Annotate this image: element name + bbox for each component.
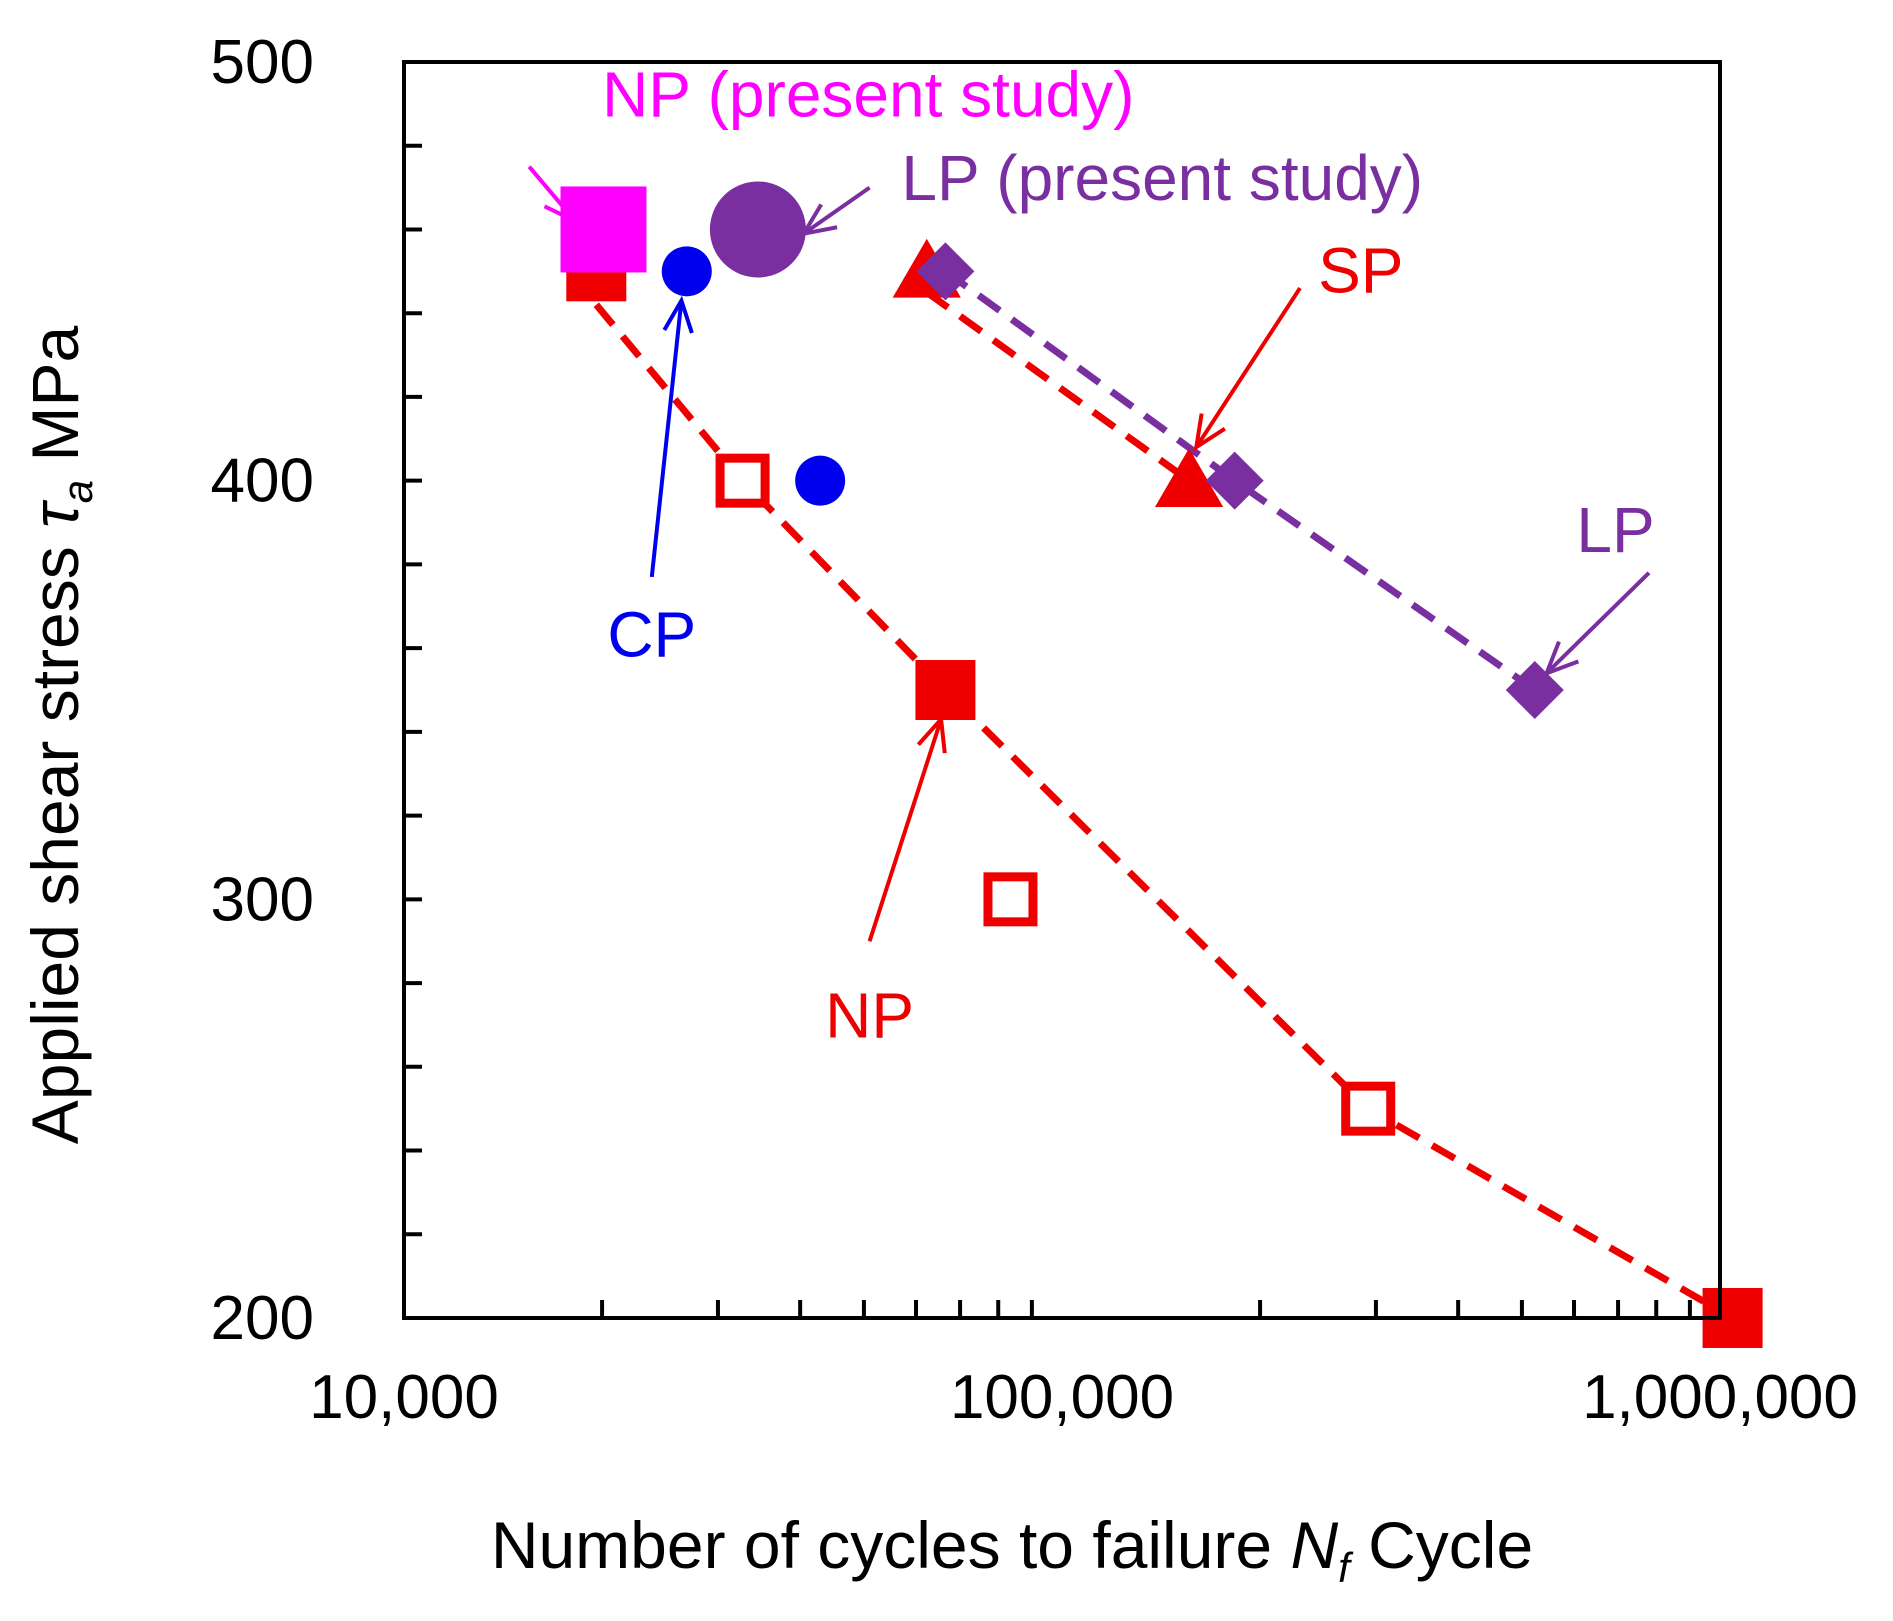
marker-np [915,660,976,720]
x-axis-title-text: Number of cycles to failure [491,1508,1291,1582]
annotation-arrows [527,165,1651,942]
marker-np-open [715,453,770,508]
x-minor-ticks [600,1300,1692,1318]
y-tick-labels: 200 300 400 500 [211,28,314,1353]
x-axis-title-symbol: N [1290,1508,1338,1582]
annotation-label: NP (present study) [602,58,1134,130]
trend-lines [593,268,1735,1322]
annotation-label: NP [825,979,914,1051]
data-markers [560,181,1763,1348]
annotation-arrow-line [527,165,577,223]
x-tick-labels: 10,000 100,000 1,000,000 [309,1363,1858,1432]
marker-np-open [983,872,1038,927]
annotation-label: CP [607,599,696,671]
marker-cp [795,455,846,506]
y-axis-title-subscript: a [54,480,101,503]
y-tick-label: 200 [211,1284,314,1353]
annotation-arrow-head [662,295,694,334]
x-tick-label: 10,000 [309,1363,499,1432]
annotation-label: LP [1576,494,1654,566]
annotation-label: LP (present study) [901,142,1423,214]
annotation-arrow-line [649,300,684,578]
y-tick-label: 500 [211,28,314,97]
annotation-arrow-line [1194,286,1302,449]
marker-np-present-study [560,186,647,273]
marker-lp [1505,661,1564,719]
x-tick-label: 100,000 [950,1363,1174,1432]
marker-cp [661,246,712,297]
y-axis-title-symbol: τ [18,499,92,528]
marker-sp [1154,448,1224,508]
annotations: NP (present study) LP (present study) SP LP… [602,58,1655,1051]
annotation-arrow-line [802,185,871,236]
trend-line [593,302,1735,1322]
annotation-label: SP [1318,234,1403,306]
x-axis-title-suffix: Cycle [1350,1508,1533,1582]
y-tick-label: 400 [211,447,314,516]
marker-lp-present-study [709,181,806,278]
annotation-arrow-head [916,714,947,754]
annotation-arrow-line [1545,571,1651,675]
marker-lp [1205,451,1264,510]
y-tick-label: 300 [211,865,314,934]
marker-np-open [1341,1081,1396,1136]
annotation-arrow-head [1543,640,1580,677]
y-minor-ticks [404,143,422,1237]
x-axis-title: Number of cycles to failure Nf Cycle [491,1508,1533,1591]
annotation-arrow-head [543,187,579,225]
y-axis-title-text: Applied shear stress [18,528,92,1144]
y-axis-title-suffix: MPa [18,326,92,480]
marker-lp [916,242,975,301]
annotation-arrow-line [867,718,943,942]
annotation-arrow-head [799,203,838,237]
x-tick-label: 1,000,000 [1582,1363,1858,1432]
trend-line [924,289,1192,484]
annotation-arrow-head [1193,413,1226,452]
y-axis-title: Applied shear stress τa MPa [18,326,101,1145]
plot-frame [402,60,1722,1320]
